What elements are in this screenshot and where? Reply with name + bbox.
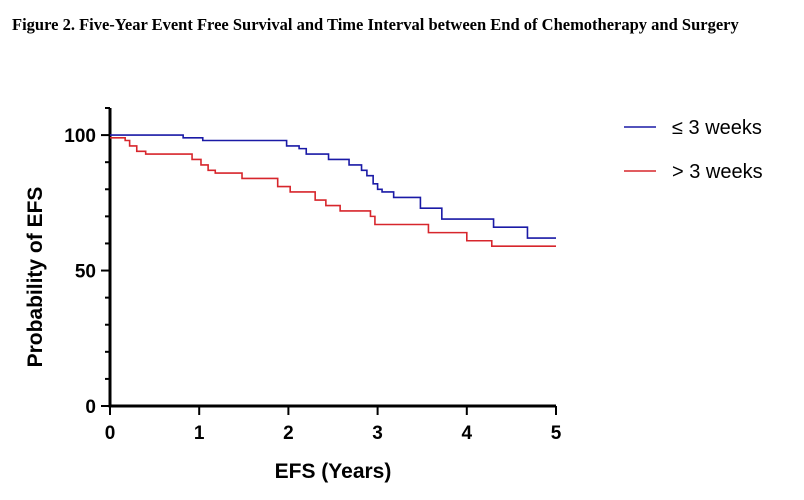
x-tick-label: 3 — [372, 423, 383, 444]
y-tick-label: 0 — [85, 397, 96, 418]
series-line-1 — [110, 134, 556, 239]
legend-label-2: > 3 weeks — [672, 161, 763, 183]
y-axis-title: Probability of EFS — [24, 187, 47, 368]
legend-label-1: ≤ 3 weeks — [672, 117, 762, 139]
y-tick-label: 50 — [75, 262, 96, 283]
axis-labels: EFS (Years) Probability of EFS — [24, 187, 391, 483]
x-tick-label: 2 — [283, 423, 294, 444]
x-axis-title: EFS (Years) — [275, 460, 392, 483]
chart-legend: ≤ 3 weeks > 3 weeks — [624, 117, 763, 183]
series-layer — [110, 134, 556, 247]
figure-title: Figure 2. Five-Year Event Free Survival … — [12, 15, 739, 34]
series-line-2 — [110, 137, 556, 247]
x-tick-label: 4 — [462, 423, 473, 444]
x-tick-label: 0 — [105, 423, 116, 444]
x-tick-label: 1 — [194, 423, 205, 444]
x-tick-label: 5 — [551, 423, 562, 444]
y-tick-label: 100 — [64, 126, 96, 147]
